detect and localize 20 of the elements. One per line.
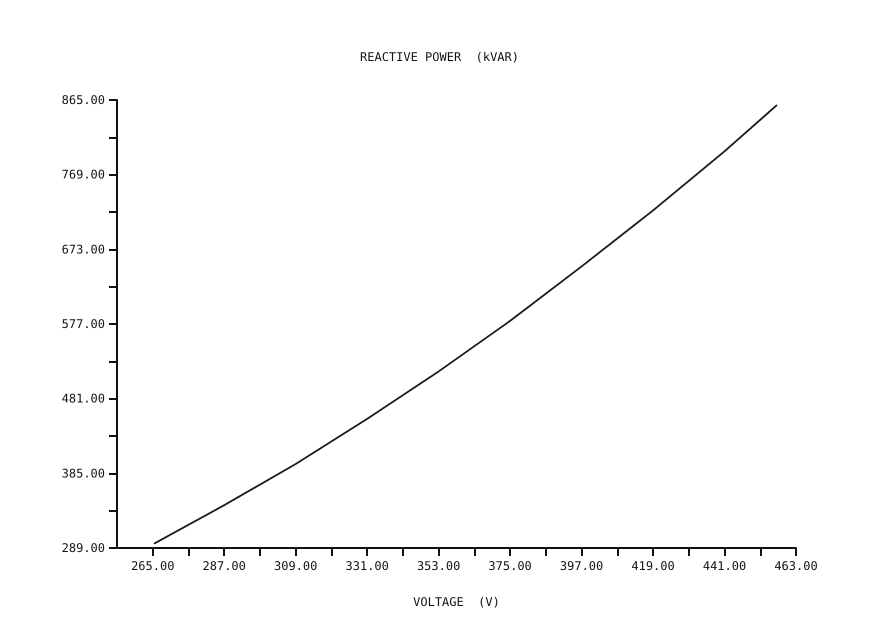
- y-tick-label: 865.00: [62, 93, 105, 107]
- x-tick-label: 375.00: [488, 559, 532, 573]
- y-tick-label: 289.00: [62, 541, 105, 555]
- y-tick-label: 673.00: [62, 242, 105, 256]
- x-tick-label: 419.00: [631, 559, 675, 573]
- x-tick-label: 309.00: [274, 559, 318, 573]
- x-axis-title: VOLTAGE (V): [413, 595, 500, 609]
- x-tick-label: 441.00: [702, 559, 746, 573]
- x-tick-label: 463.00: [774, 559, 818, 573]
- line-series: [154, 104, 778, 544]
- x-tick-label: 287.00: [202, 559, 246, 573]
- x-tick-label: 331.00: [345, 559, 389, 573]
- chart-title: REACTIVE POWER (kVAR): [360, 50, 519, 64]
- x-tick-label: 397.00: [560, 559, 604, 573]
- x-tick-label: 353.00: [416, 559, 460, 573]
- x-tick-label: 265.00: [131, 559, 174, 573]
- y-tick-label: 577.00: [62, 317, 105, 331]
- y-tick-label: 481.00: [62, 392, 105, 406]
- y-tick-label: 769.00: [62, 168, 105, 182]
- y-tick-label: 385.00: [62, 466, 105, 480]
